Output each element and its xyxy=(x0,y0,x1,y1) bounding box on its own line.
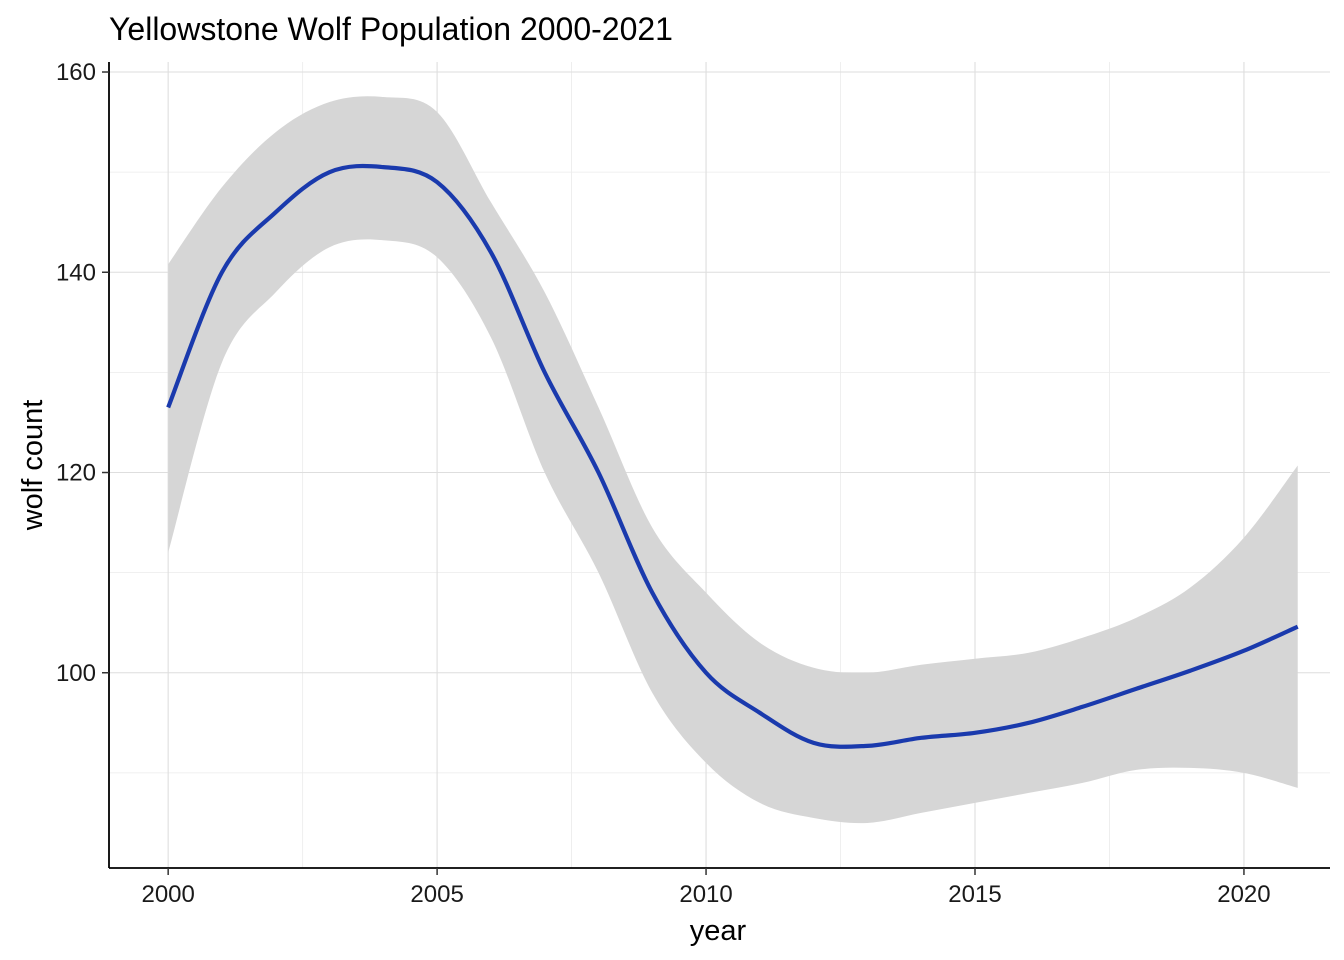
chart-title: Yellowstone Wolf Population 2000-2021 xyxy=(109,11,673,47)
ticks: 2000 2005 2010 2015 2020 100 120 140 160 xyxy=(56,59,1271,908)
y-tick-label: 140 xyxy=(56,259,96,286)
confidence-band xyxy=(168,96,1298,824)
series-line xyxy=(166,163,1299,749)
y-axis-title: wolf count xyxy=(17,400,49,532)
x-axis-title: year xyxy=(690,915,747,947)
y-tick-label: 100 xyxy=(56,660,96,687)
x-tick-label: 2005 xyxy=(410,881,463,908)
x-tick-label: 2010 xyxy=(679,881,732,908)
x-tick-label: 2015 xyxy=(948,881,1001,908)
axes xyxy=(108,62,1330,869)
x-tick-label: 2000 xyxy=(141,881,194,908)
x-tick-label: 2020 xyxy=(1217,881,1270,908)
y-tick-label: 160 xyxy=(56,59,96,86)
y-tick-label: 120 xyxy=(56,460,96,487)
confidence-band-layer xyxy=(168,96,1298,824)
series-line-layer xyxy=(166,163,1299,749)
